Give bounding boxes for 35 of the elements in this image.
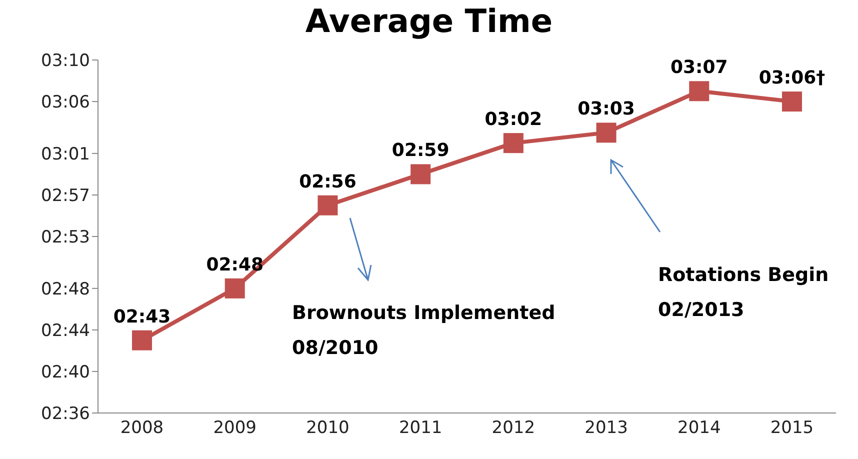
annotation: Rotations Begin 02/2013 xyxy=(658,263,829,323)
point xyxy=(503,133,524,154)
y-tick-label: 02:44 xyxy=(41,320,90,341)
data-label: 03:02 xyxy=(484,109,542,130)
chart-title: Average Time xyxy=(304,2,554,40)
y-tick-label: 02:36 xyxy=(41,404,90,424)
annotation: Brownouts Implemented 08/2010 xyxy=(292,301,556,361)
point xyxy=(224,278,245,298)
point xyxy=(782,92,802,112)
point xyxy=(318,195,338,216)
x-tick-label: 2011 xyxy=(398,418,442,438)
x-tick-label: 2012 xyxy=(492,418,536,438)
data-label: 03:07 xyxy=(670,57,728,78)
point xyxy=(410,164,431,184)
data-label: 02:43 xyxy=(113,306,171,328)
point xyxy=(596,122,616,143)
x-tick-label: 2008 xyxy=(120,418,164,438)
y-tick-label: 03:10 xyxy=(41,51,90,72)
data-label: 03:03 xyxy=(578,98,635,120)
data-label: 02:59 xyxy=(392,140,450,162)
y-tick-label: 02:57 xyxy=(41,186,90,206)
y-tick-label: 02:53 xyxy=(41,228,90,248)
x-tick-label: 2013 xyxy=(584,418,628,438)
x-tick-label: 2015 xyxy=(770,418,814,438)
point xyxy=(689,81,710,102)
y-tick-label: 02:40 xyxy=(41,362,90,383)
x-tick-label: 2009 xyxy=(213,418,256,438)
x-tick-label: 2010 xyxy=(306,418,350,438)
point xyxy=(132,330,152,350)
y-tick-label: 03:01 xyxy=(41,144,90,164)
data-label: 02:56 xyxy=(299,171,356,192)
x-tick-label: 2014 xyxy=(678,418,721,438)
y-tick-label: 02:48 xyxy=(41,279,90,300)
y-tick-label: 03:06 xyxy=(41,92,90,113)
data-label: 03:06† xyxy=(758,68,826,89)
